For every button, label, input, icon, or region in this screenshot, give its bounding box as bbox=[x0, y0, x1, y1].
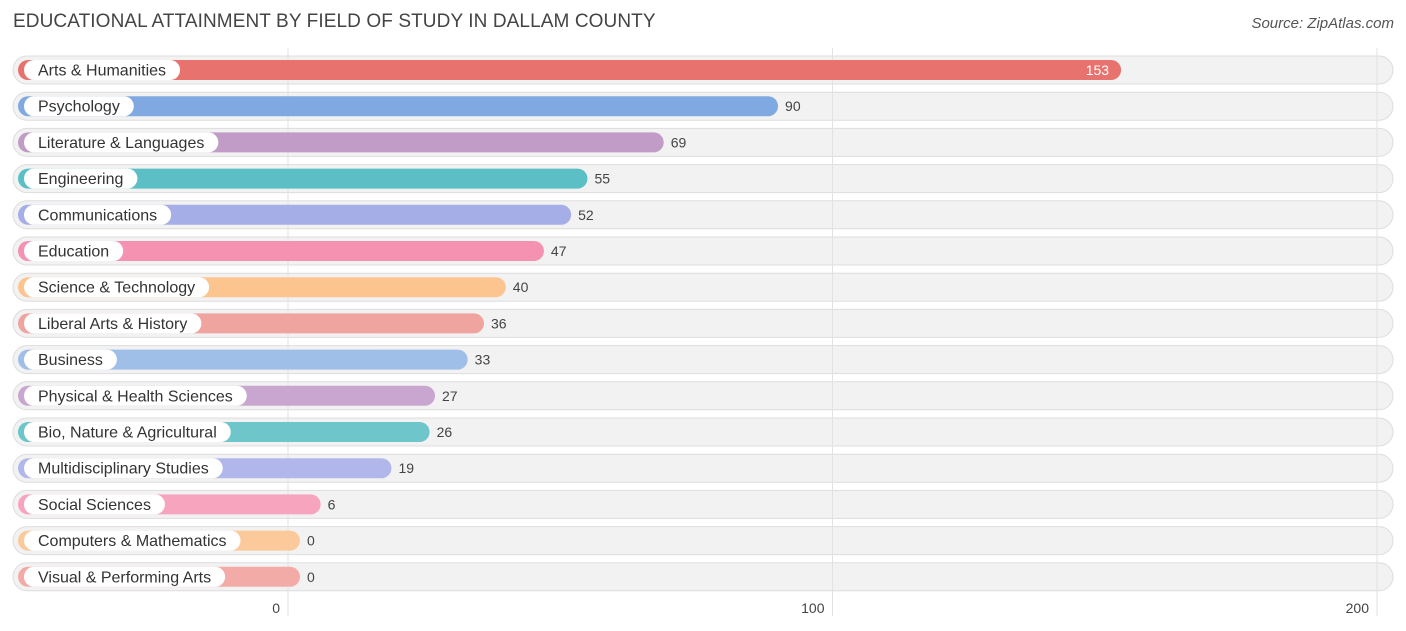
category-label: Education bbox=[38, 244, 109, 261]
category-label-bg bbox=[24, 60, 181, 80]
bar-track bbox=[12, 562, 1394, 592]
category-label: Engineering bbox=[38, 171, 123, 188]
value-label: 0 bbox=[307, 569, 315, 585]
x-tick-label: 100 bbox=[801, 600, 825, 616]
value-label: 33 bbox=[475, 352, 491, 368]
category-label-bg bbox=[24, 422, 231, 442]
value-label: 47 bbox=[551, 243, 567, 259]
bar bbox=[18, 349, 468, 370]
bar bbox=[18, 168, 588, 189]
value-label: 19 bbox=[398, 460, 414, 476]
value-label: 6 bbox=[328, 496, 336, 512]
category-label: Computers & Mathematics bbox=[38, 533, 227, 550]
category-label: Liberal Arts & History bbox=[38, 316, 187, 333]
value-label: 26 bbox=[437, 424, 453, 440]
value-label: 27 bbox=[442, 388, 458, 404]
category-label-bg bbox=[24, 385, 247, 406]
category-label-bg bbox=[24, 168, 138, 189]
x-tick-label: 0 bbox=[272, 600, 280, 616]
category-label-bg bbox=[24, 204, 172, 225]
category-label: Psychology bbox=[38, 99, 120, 116]
category-label: Bio, Nature & Agricultural bbox=[38, 425, 217, 442]
bar-track bbox=[12, 526, 1394, 556]
category-label-bg bbox=[24, 241, 124, 261]
category-label-bg bbox=[24, 132, 219, 153]
category-label-bg bbox=[24, 349, 117, 370]
category-label: Multidisciplinary Studies bbox=[38, 461, 209, 478]
category-label-bg bbox=[24, 458, 223, 479]
bar-row bbox=[12, 489, 1394, 519]
x-tick-label: 200 bbox=[1346, 600, 1370, 616]
bar bbox=[18, 60, 1122, 80]
category-label-bg bbox=[24, 277, 210, 298]
category-label: Physical & Health Sciences bbox=[38, 388, 233, 405]
category-label-bg bbox=[24, 566, 226, 587]
category-label-bg bbox=[24, 313, 202, 334]
category-label: Business bbox=[38, 352, 103, 369]
value-label: 36 bbox=[491, 315, 507, 331]
value-label: 55 bbox=[594, 171, 610, 187]
value-label: 153 bbox=[1086, 62, 1110, 78]
category-label: Science & Technology bbox=[38, 280, 195, 297]
bar-track bbox=[12, 489, 1394, 519]
source-credit: Source: ZipAtlas.com bbox=[1251, 15, 1394, 32]
value-label: 52 bbox=[578, 207, 594, 223]
x-axis: 0 100 200 bbox=[272, 600, 1369, 616]
value-label: 40 bbox=[513, 279, 529, 295]
category-label: Social Sciences bbox=[38, 497, 151, 514]
value-label: 69 bbox=[671, 134, 687, 150]
category-label: Arts & Humanities bbox=[38, 63, 166, 80]
bar-row bbox=[12, 526, 1394, 556]
bar bbox=[18, 96, 779, 117]
bar-row bbox=[12, 562, 1394, 592]
category-label: Communications bbox=[38, 207, 157, 224]
category-label-bg bbox=[24, 96, 134, 117]
category-label-bg bbox=[24, 530, 241, 551]
value-label: 0 bbox=[307, 533, 315, 549]
category-label: Visual & Performing Arts bbox=[38, 569, 211, 586]
category-label: Literature & Languages bbox=[38, 135, 204, 152]
bar bbox=[18, 241, 544, 261]
value-label: 90 bbox=[785, 98, 801, 114]
category-label-bg bbox=[24, 494, 165, 515]
chart-title: EDUCATIONAL ATTAINMENT BY FIELD OF STUDY… bbox=[13, 11, 656, 32]
